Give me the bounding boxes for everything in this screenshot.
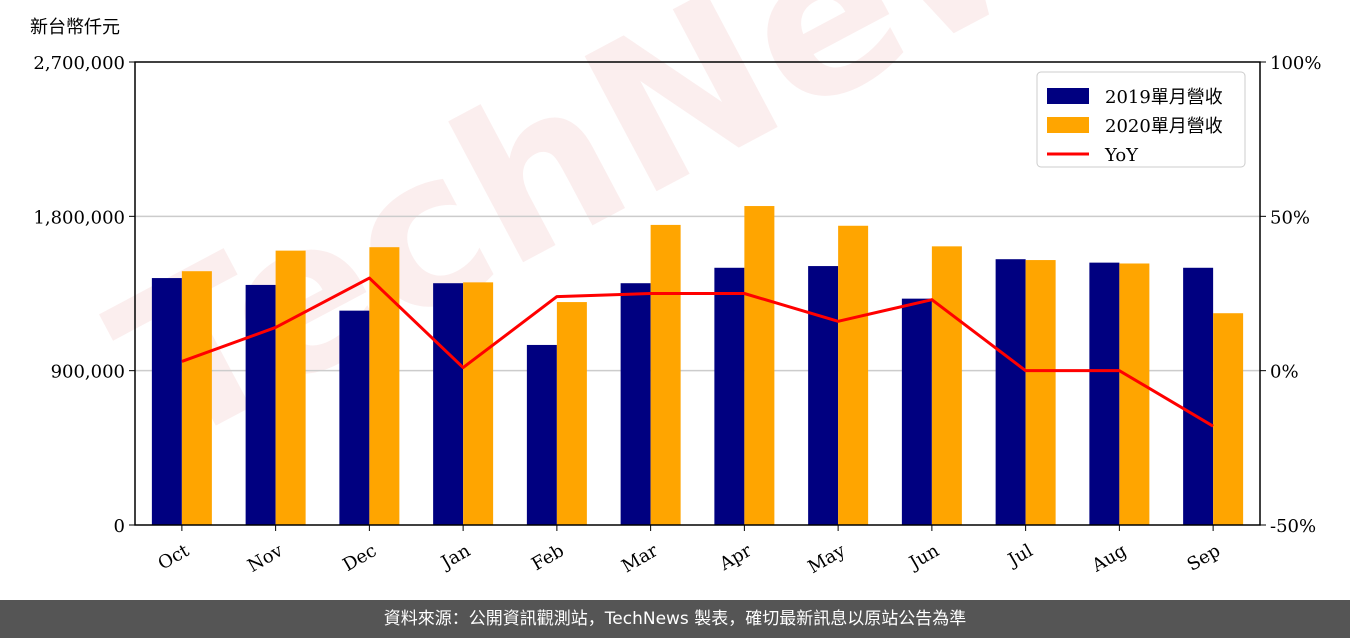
bars [151,206,1244,526]
axes [134,61,1261,526]
bar-2019-oct [151,278,182,525]
bar-2020-jan [463,282,494,525]
bar-2019-mar [620,283,651,525]
x-tick-label-aug: Aug [1088,540,1131,577]
bar-2020-jul [1025,260,1056,525]
x-tick-label-dec: Dec [339,540,380,576]
bar-2019-dec [339,310,370,525]
right-tick-label: 100% [1270,53,1321,74]
x-axis-ticks: Oct Nov Dec Jan Feb Mar Apr May Jun Jul Aug Sep [154,525,1224,578]
bar-2019-jul [995,259,1026,525]
bar-2019-sep [1183,267,1214,525]
left-tick-label: 1,800,000 [33,207,125,228]
bar-2019-apr [714,267,745,525]
bar-2020-feb [556,302,587,525]
right-axis-ticks: -50% 0% 50% 100% [1260,53,1321,537]
left-tick-label: 0 [114,516,125,537]
left-tick-label: 900,000 [51,362,125,383]
x-tick-label-sep: Sep [1184,540,1224,575]
legend-label: 2019單月營收 [1105,87,1223,108]
bar-2020-dec [369,247,400,525]
bar-2019-feb [526,344,557,525]
legend-label: YoY [1104,145,1139,166]
x-tick-label-jul: Jul [1003,540,1037,572]
right-tick-label: 50% [1270,207,1310,228]
left-axis-ticks: 0 900,000 1,800,000 2,700,000 [33,53,135,537]
legend-label: 2020單月營收 [1105,116,1223,137]
x-tick-label-nov: Nov [244,540,287,577]
yoy-line [181,276,1214,428]
bar-2020-nov [275,250,306,525]
bar-2019-nov [245,284,276,525]
bar-2020-may [838,225,869,525]
right-tick-label: -50% [1270,516,1316,537]
bar-2019-jun [901,298,932,525]
x-tick-label-may: May [804,540,849,578]
y-axis-unit-label: 新台幣仟元 [30,17,120,38]
legend-swatch [1047,117,1089,133]
bar-2019-jan [433,283,464,525]
x-tick-label-apr: Apr [715,540,755,575]
bar-2020-sep [1213,313,1244,525]
x-tick-label-oct: Oct [154,540,193,575]
source-footer: 資料來源：公開資訊觀測站，TechNews 製表，確切最新訊息以原站公告為準 [0,600,1350,638]
plot-frame [134,61,1261,526]
x-tick-label-jun: Jun [904,540,943,575]
x-tick-label-jan: Jan [436,540,474,574]
x-tick-label-mar: Mar [618,540,662,577]
bar-2019-aug [1089,262,1120,525]
bar-2019-may [808,266,839,525]
right-tick-label: 0% [1270,362,1299,383]
bar-2020-mar [650,224,681,525]
legend-swatch [1047,88,1089,104]
left-tick-label: 2,700,000 [33,53,125,74]
bar-2020-oct [181,271,212,525]
x-tick-label-feb: Feb [528,540,568,575]
bar-2020-aug [1119,263,1150,525]
bar-2020-jun [931,246,962,525]
legend: 2019單月營收 2020單月營收 YoY [1036,71,1246,168]
yoy-line-group [181,276,1214,428]
bar-2020-apr [744,206,775,526]
